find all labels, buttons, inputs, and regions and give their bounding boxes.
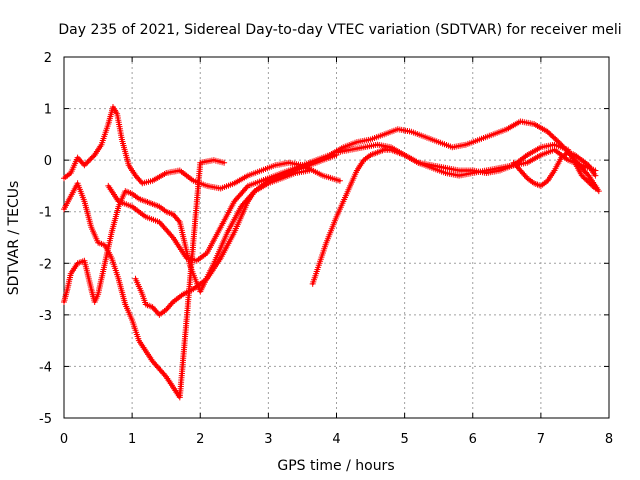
x-tick-label: 2 xyxy=(196,432,204,447)
y-tick-labels: -5 -4 -3 -2 -1 0 1 2 xyxy=(39,51,52,427)
series-markers xyxy=(61,157,228,401)
series-6 xyxy=(309,141,599,287)
y-tick-label: 0 xyxy=(44,154,52,169)
series-1 xyxy=(61,104,343,192)
x-tick-label: 7 xyxy=(537,432,545,447)
x-tick-label: 6 xyxy=(469,432,477,447)
grid xyxy=(64,57,609,418)
y-tick-label: -3 xyxy=(39,309,52,324)
series-4 xyxy=(61,167,313,305)
series-markers xyxy=(61,104,343,192)
y-tick-label: -2 xyxy=(39,257,52,272)
chart-title: Day 235 of 2021, Sidereal Day-to-day VTE… xyxy=(58,22,621,38)
y-axis-label: SDTVAR / TECUs xyxy=(6,181,22,296)
axis-ticks xyxy=(63,56,610,419)
y-tick-label: -5 xyxy=(39,412,52,427)
x-tick-label: 3 xyxy=(264,432,272,447)
y-tick-label: 1 xyxy=(44,103,52,118)
y-tick-label: 2 xyxy=(44,51,52,66)
x-axis-label: GPS time / hours xyxy=(277,458,394,474)
series-markers xyxy=(61,167,313,305)
y-tick-label: -4 xyxy=(39,360,52,375)
series-7 xyxy=(333,141,599,179)
series-5 xyxy=(132,152,340,318)
series-markers xyxy=(510,149,599,189)
series-markers xyxy=(309,141,599,287)
data-series xyxy=(61,104,602,401)
series-markers xyxy=(132,152,340,318)
x-tick-label: 4 xyxy=(332,432,340,447)
series-markers xyxy=(333,141,599,179)
x-tick-label: 0 xyxy=(60,432,68,447)
y-tick-label: -1 xyxy=(39,206,52,221)
series-markers xyxy=(105,118,602,264)
x-tick-label: 1 xyxy=(128,432,136,447)
series-trace xyxy=(134,153,338,317)
x-tick-label: 5 xyxy=(400,432,408,447)
series-3 xyxy=(105,118,602,264)
series-8 xyxy=(510,149,599,189)
x-tick-label: 8 xyxy=(605,432,613,447)
x-tick-labels: 0 1 2 3 4 5 6 7 8 xyxy=(60,432,613,447)
series-2 xyxy=(61,157,228,401)
